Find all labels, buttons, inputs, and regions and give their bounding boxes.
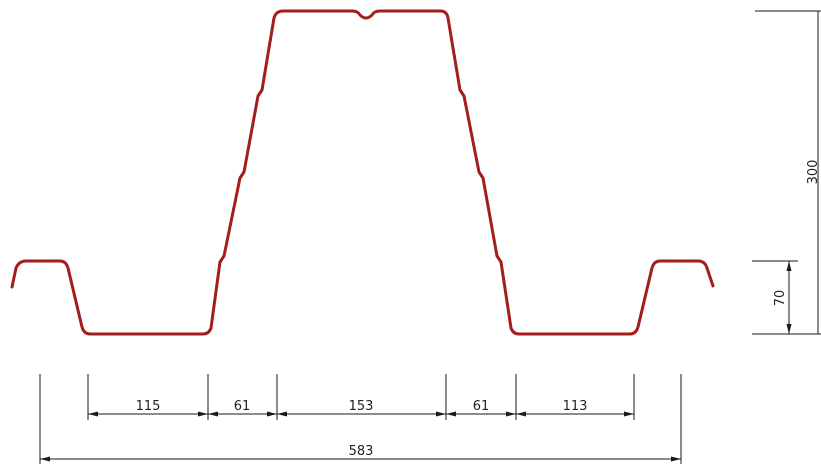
dimension-label-rib-height: 70 [773,290,788,307]
dimension-label-segment-3: 153 [349,399,374,414]
arrowhead [88,411,98,417]
arrowhead [436,411,446,417]
dimension-label-segment-5: 113 [563,399,588,414]
arrowhead [40,456,50,462]
arrowhead [267,411,277,417]
dimension-label-total-height: 300 [806,160,821,185]
arrowhead [198,411,208,417]
arrowhead [624,411,634,417]
arrowhead [208,411,218,417]
dimension-label-segment-4: 61 [473,399,490,414]
arrowhead [506,411,516,417]
arrowhead [786,324,792,334]
arrowhead [516,411,526,417]
arrowhead [786,261,792,271]
dimension-label-segment-2: 61 [234,399,251,414]
arrowhead [446,411,456,417]
arrowhead [277,411,287,417]
dimension-label-segment-1: 115 [136,399,161,414]
dimension-label-total: 583 [349,444,374,459]
arrowhead [671,456,681,462]
deck-profile-outline [10,9,715,336]
